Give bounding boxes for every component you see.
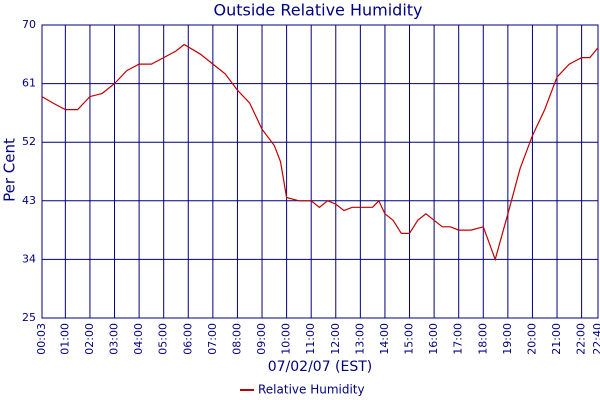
y-tick-label: 70 [22,18,36,31]
y-tick-label: 52 [22,135,36,148]
y-tick-label: 34 [22,252,36,265]
x-tick-label: 06:00 [181,323,194,355]
x-tick-label: 21:00 [550,323,563,355]
plot-frame [41,24,599,319]
x-tick-label: 11:00 [304,323,317,355]
y-tick-label: 43 [22,194,36,207]
x-tick-label: 20:00 [525,323,538,355]
y-tick-label: 25 [22,311,36,324]
chart-title: Outside Relative Humidity [213,1,422,20]
x-tick-label: 22:00 [575,323,588,355]
x-tick-label: 15:00 [403,323,416,355]
x-tick-label: 10:00 [280,323,293,355]
x-tick-label: 08:00 [230,323,243,355]
x-tick-label: 16:00 [427,323,440,355]
x-tick-label: 09:00 [255,323,268,355]
x-axis-label: 07/02/07 (EST) [268,359,373,375]
x-tick-label: 22:40 [591,323,600,355]
x-tick-label: 13:00 [353,323,366,355]
x-tick-label: 04:00 [132,323,145,355]
x-tick-label: 00:03 [35,323,48,355]
data-line [41,43,599,262]
x-tick-label: 07:00 [206,323,219,355]
x-tick-label: 17:00 [452,323,465,355]
x-tick-label: 01:00 [58,323,71,355]
x-tick-label: 19:00 [501,323,514,355]
y-axis-label: Per Cent [1,138,19,202]
x-tick-label: 02:00 [83,323,96,355]
x-tick-label: 12:00 [329,323,342,355]
y-tick-label: 61 [22,77,36,90]
legend-label: Relative Humidity [258,383,365,397]
x-tick-label: 18:00 [476,323,489,355]
x-tick-label: 05:00 [157,323,170,355]
x-tick-label: 14:00 [378,323,391,355]
x-tick-label: 03:00 [108,323,121,355]
